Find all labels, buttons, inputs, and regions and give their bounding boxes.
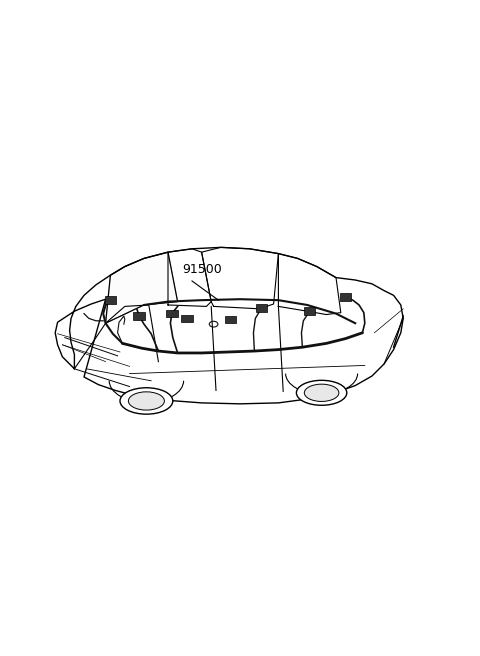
Bar (166, 310, 178, 318)
Bar (133, 312, 145, 320)
Ellipse shape (304, 384, 339, 401)
Bar (256, 304, 267, 312)
Polygon shape (106, 252, 178, 323)
Ellipse shape (120, 388, 173, 414)
Ellipse shape (297, 380, 347, 405)
Bar (181, 315, 193, 322)
Bar (225, 316, 236, 323)
Ellipse shape (129, 392, 164, 410)
Text: 91500: 91500 (182, 263, 222, 276)
Bar (340, 293, 351, 301)
Bar (304, 308, 315, 315)
Bar (105, 297, 116, 304)
